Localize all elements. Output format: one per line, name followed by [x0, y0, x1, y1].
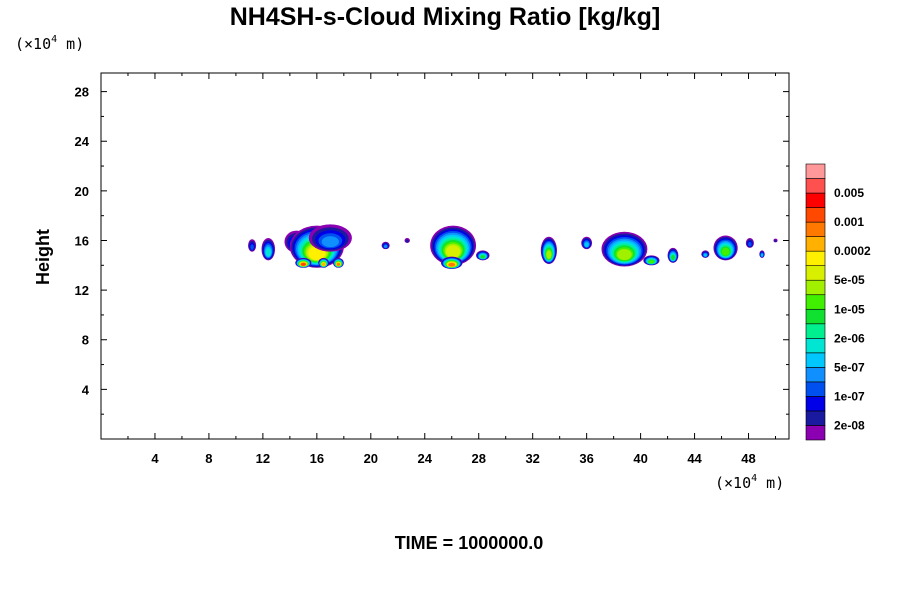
colorbar-swatch: [805, 323, 826, 339]
cloud-contour: [448, 262, 455, 267]
colorbar-swatch: [805, 367, 826, 383]
plot-frame: [100, 72, 790, 440]
cloud-contour: [445, 245, 461, 258]
cloud-contour: [250, 244, 254, 250]
cloud-contour: [405, 239, 409, 243]
colorbar-swatch: [805, 236, 826, 252]
y-tick-label: 20: [75, 184, 89, 199]
x-tick-label: 44: [687, 451, 702, 466]
cloud-contour: [761, 253, 764, 257]
colorbar-label: 0.005: [834, 186, 864, 200]
colorbar-swatch: [805, 221, 826, 237]
colorbar-label: 1e-07: [834, 389, 865, 403]
colorbar-swatch: [805, 192, 826, 208]
x-tick-label: 8: [205, 451, 212, 466]
cloud-contour: [648, 260, 655, 264]
colorbar-swatch: [805, 178, 826, 194]
y-unit-label: (×104 m): [15, 34, 84, 53]
x-tick-label: 36: [579, 451, 593, 466]
colorbar-swatch: [805, 352, 826, 368]
colorbar-swatch: [805, 279, 826, 296]
colorbar-swatch: [805, 207, 826, 223]
y-tick-label: 4: [82, 382, 90, 397]
colorbar-swatch: [805, 163, 826, 179]
y-tick-label: 8: [82, 333, 89, 348]
cloud-contour: [336, 262, 341, 266]
y-tick-label: 16: [75, 233, 89, 248]
x-tick-label: 28: [471, 451, 485, 466]
colorbar-label: 5e-07: [834, 360, 865, 374]
cloud-contour: [300, 262, 306, 266]
cloud-contour: [321, 262, 326, 266]
x-unit-label: (×104 m): [715, 473, 784, 492]
cloud-contour: [546, 250, 552, 259]
colorbar-swatch: [805, 396, 826, 412]
x-tick-label: 40: [633, 451, 647, 466]
cloud-contour: [384, 244, 388, 248]
colorbar-label: 2e-06: [834, 331, 865, 345]
cloud-contour: [703, 253, 707, 257]
colorbar-swatch: [805, 338, 826, 354]
colorbar-swatch: [805, 308, 826, 325]
colorbar-swatch: [805, 250, 826, 266]
cloud-contour: [774, 239, 777, 242]
x-tick-label: 48: [741, 451, 755, 466]
colorbar-label: 1e-05: [834, 302, 865, 316]
colorbar-swatch: [805, 265, 826, 281]
colorbar-label: 0.0002: [834, 244, 871, 258]
cloud-field: [248, 224, 778, 270]
cloud-contour: [265, 248, 271, 257]
x-tick-label: 12: [256, 451, 270, 466]
y-axis-label: Height: [33, 229, 53, 285]
colorbar-swatch: [805, 381, 826, 397]
x-tick-label: 4: [151, 451, 159, 466]
chart-title: NH4SH-s-Cloud Mixing Ratio [kg/kg]: [230, 3, 661, 31]
colorbar-swatch: [805, 425, 826, 441]
cloud-contour: [617, 248, 632, 261]
colorbar-swatch: [805, 294, 826, 310]
y-tick-label: 12: [75, 283, 89, 298]
colorbar-label: 5e-05: [834, 273, 865, 287]
cloud-contour: [480, 255, 486, 259]
colorbar-swatch: [805, 410, 826, 426]
y-tick-label: 24: [75, 134, 90, 149]
colorbar: 2e-08 1e-07 5e-07 2e-06 1e-05 5e-05 0.0002 0.00…: [805, 163, 871, 441]
cloud-contour: [584, 242, 589, 248]
cloud-contour: [748, 242, 752, 247]
x-tick-label: 32: [525, 451, 539, 466]
cloud-contour: [721, 247, 730, 256]
time-label: TIME = 1000000.0: [395, 533, 544, 553]
y-tick-label: 28: [75, 85, 89, 100]
cloud-contour: [321, 236, 339, 248]
x-tick-label: 24: [418, 451, 433, 466]
colorbar-label: 0.001: [834, 215, 864, 229]
x-tick-label: 16: [310, 451, 324, 466]
colorbar-label: 2e-08: [834, 418, 865, 432]
x-tick-label: 20: [364, 451, 378, 466]
cloud-contour: [671, 255, 675, 261]
